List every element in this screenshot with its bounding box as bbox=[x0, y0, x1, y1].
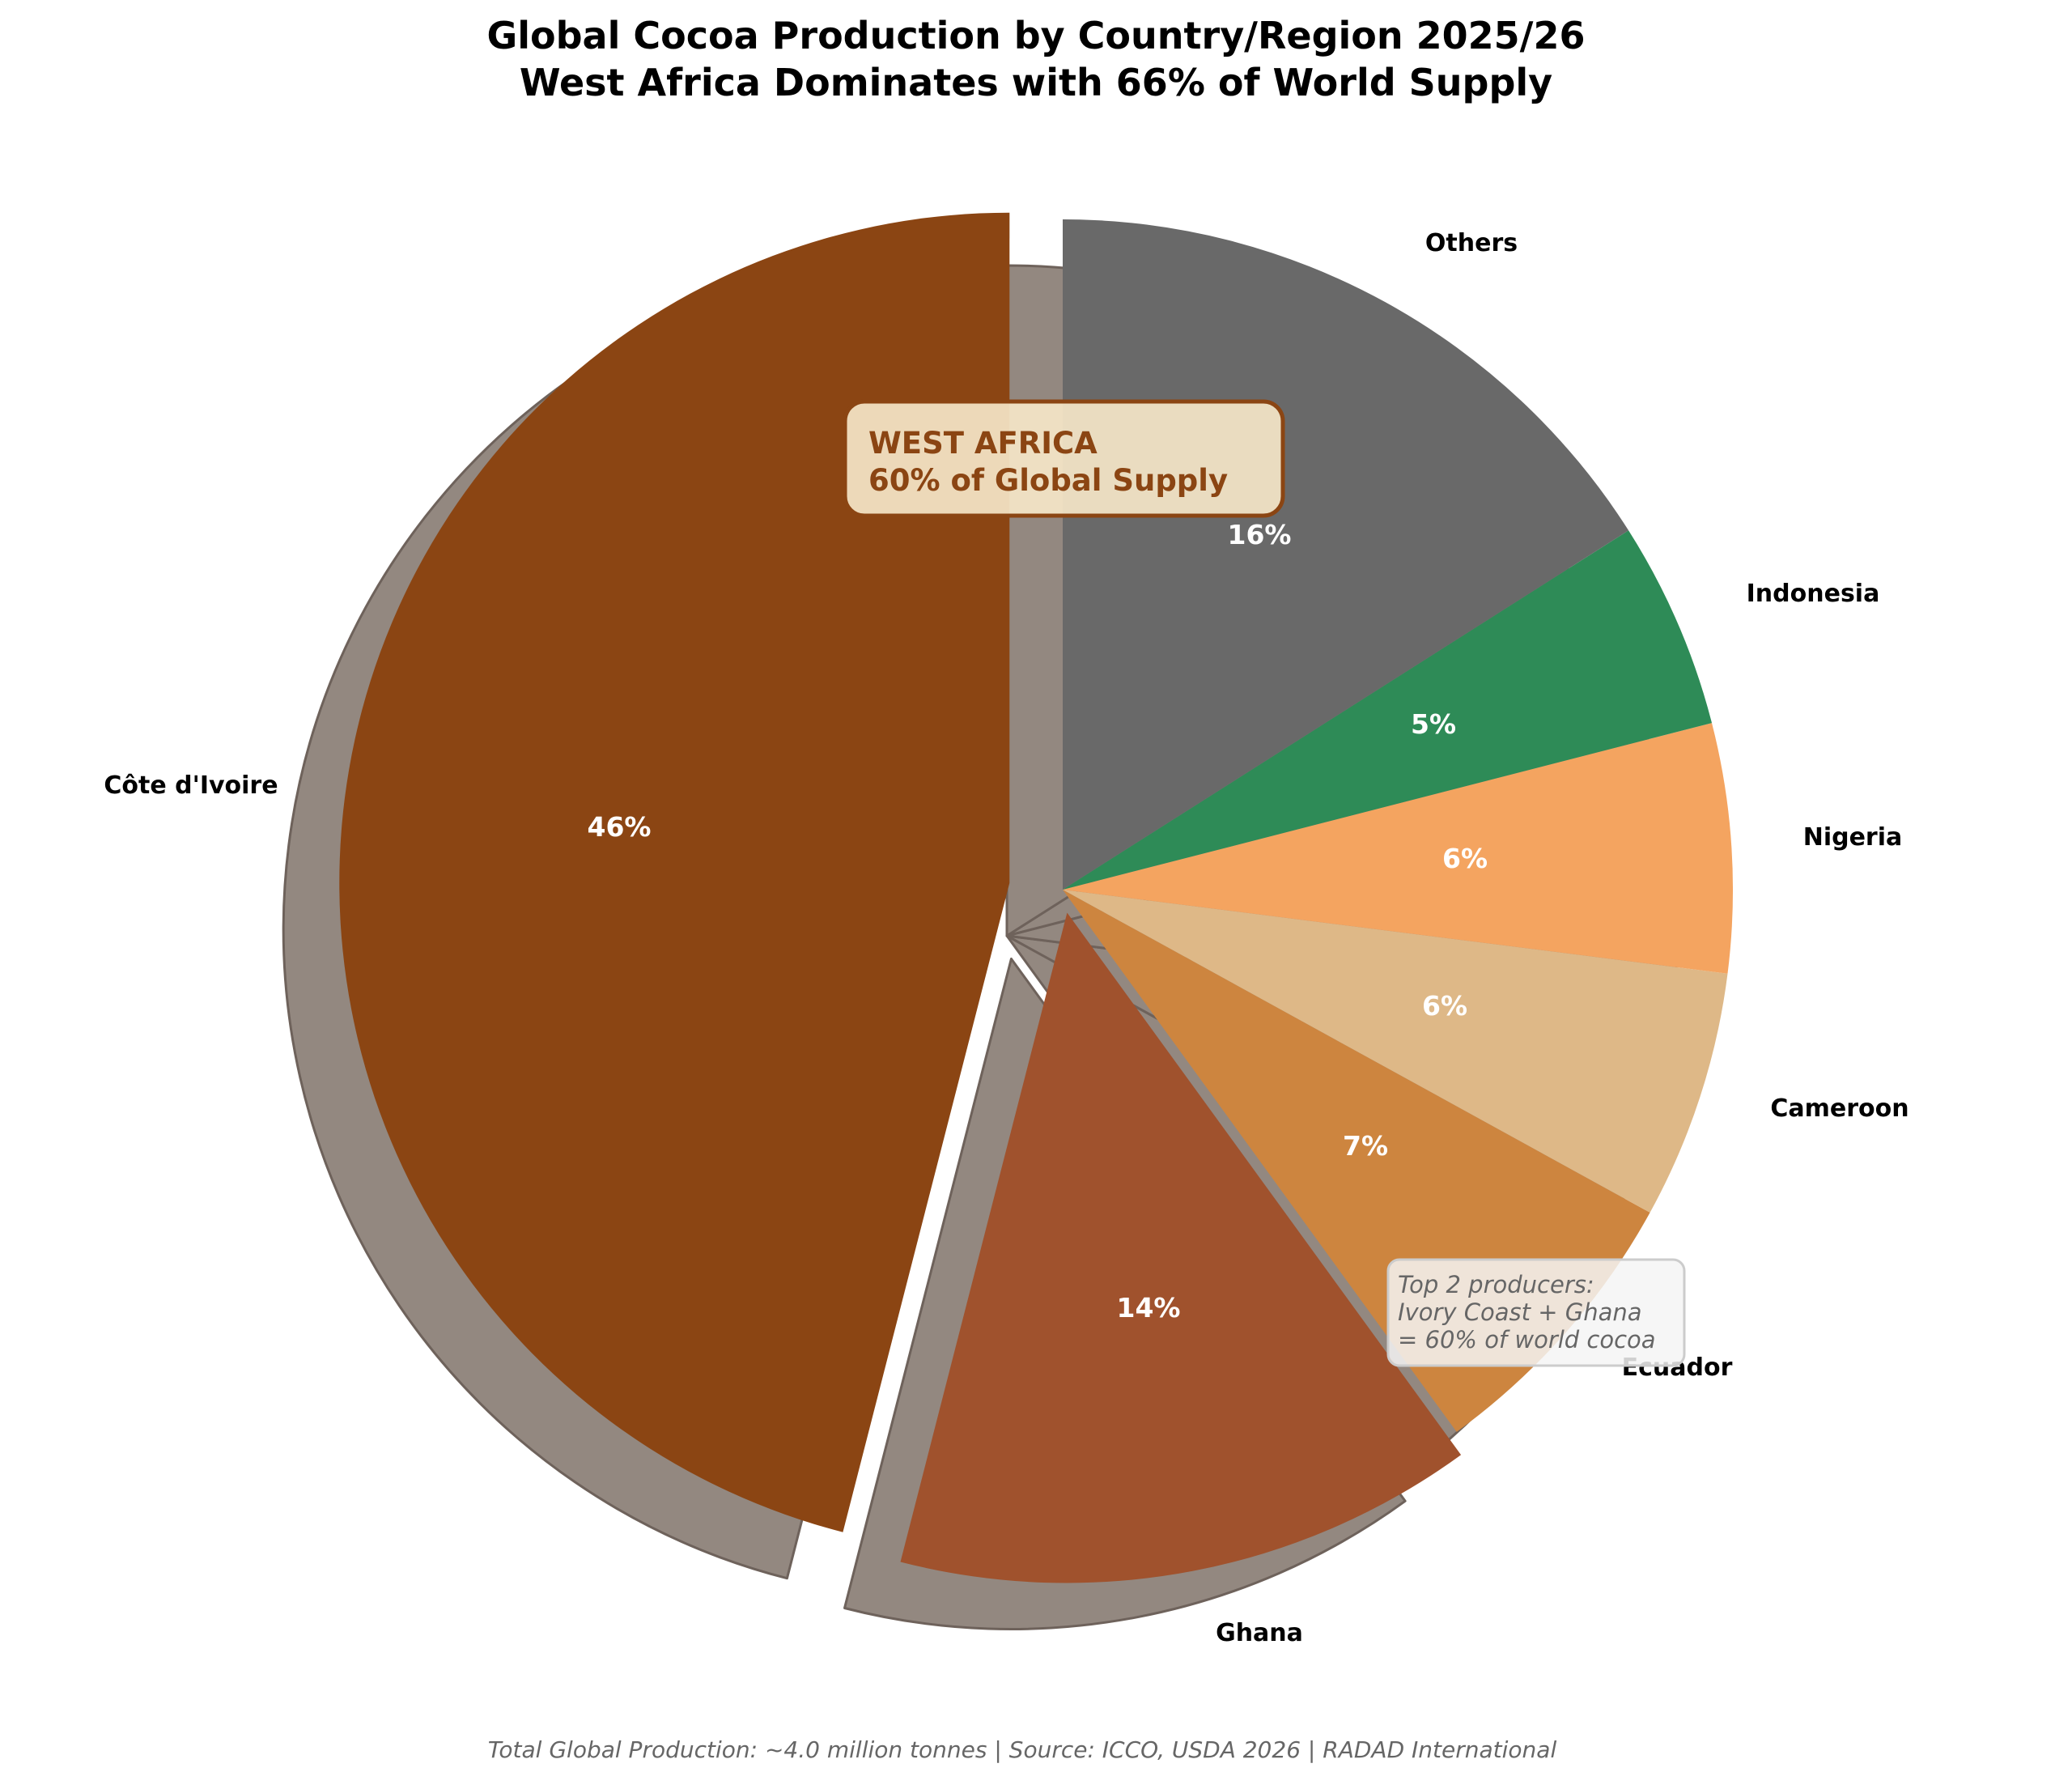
chart-title: Global Cocoa Production by Country/Regio… bbox=[487, 14, 1586, 57]
label-indonesia: Indonesia bbox=[1747, 580, 1880, 608]
wedge-indonesia bbox=[1063, 530, 1712, 890]
pct-others: 16% bbox=[1228, 519, 1292, 550]
label-others: Others bbox=[1425, 229, 1518, 257]
pct-ghana: 14% bbox=[1117, 1292, 1181, 1324]
pct-cameroon: 6% bbox=[1422, 990, 1467, 1022]
label-cameroon: Cameroon bbox=[1770, 1094, 1909, 1123]
wedge-cote-d-ivoire bbox=[339, 212, 1010, 1532]
label-nigeria: Nigeria bbox=[1803, 823, 1903, 852]
label-ghana: Ghana bbox=[1216, 1619, 1303, 1647]
pct-indonesia: 5% bbox=[1411, 708, 1456, 740]
west-africa-annotation: WEST AFRICA 60% of Global Supply bbox=[843, 399, 1285, 518]
wedge-ghana bbox=[900, 912, 1462, 1583]
top2-annotation: Top 2 producers: Ivory Coast + Ghana = 6… bbox=[1386, 1258, 1686, 1367]
wedge-cameroon bbox=[1063, 890, 1728, 1213]
top2-box bbox=[1386, 1258, 1686, 1367]
west-africa-line2: 60% of Global Supply bbox=[868, 463, 1228, 498]
wedge-others bbox=[1063, 219, 1629, 890]
percentage-labels: 46% 14% 7% 6% 6% 5% 16% bbox=[588, 519, 1488, 1324]
top2-line3: = 60% of world cocoa bbox=[1398, 1326, 1656, 1353]
top2-line2: Ivory Coast + Ghana bbox=[1398, 1298, 1642, 1326]
wedge-nigeria bbox=[1063, 723, 1734, 974]
label-cote-d-ivoire: Côte d'Ivoire bbox=[104, 771, 278, 800]
pie-wedges bbox=[339, 212, 1734, 1583]
pct-nigeria: 6% bbox=[1442, 843, 1488, 874]
pct-ecuador: 7% bbox=[1343, 1130, 1388, 1162]
pct-cote-d-ivoire: 46% bbox=[588, 811, 652, 843]
top2-line1: Top 2 producers: bbox=[1398, 1271, 1594, 1298]
west-africa-line1: WEST AFRICA bbox=[868, 426, 1098, 461]
footer-source: Total Global Production: ~4.0 million to… bbox=[488, 1736, 1557, 1763]
chart-subtitle: West Africa Dominates with 66% of World … bbox=[520, 61, 1552, 104]
west-africa-box bbox=[843, 399, 1285, 518]
